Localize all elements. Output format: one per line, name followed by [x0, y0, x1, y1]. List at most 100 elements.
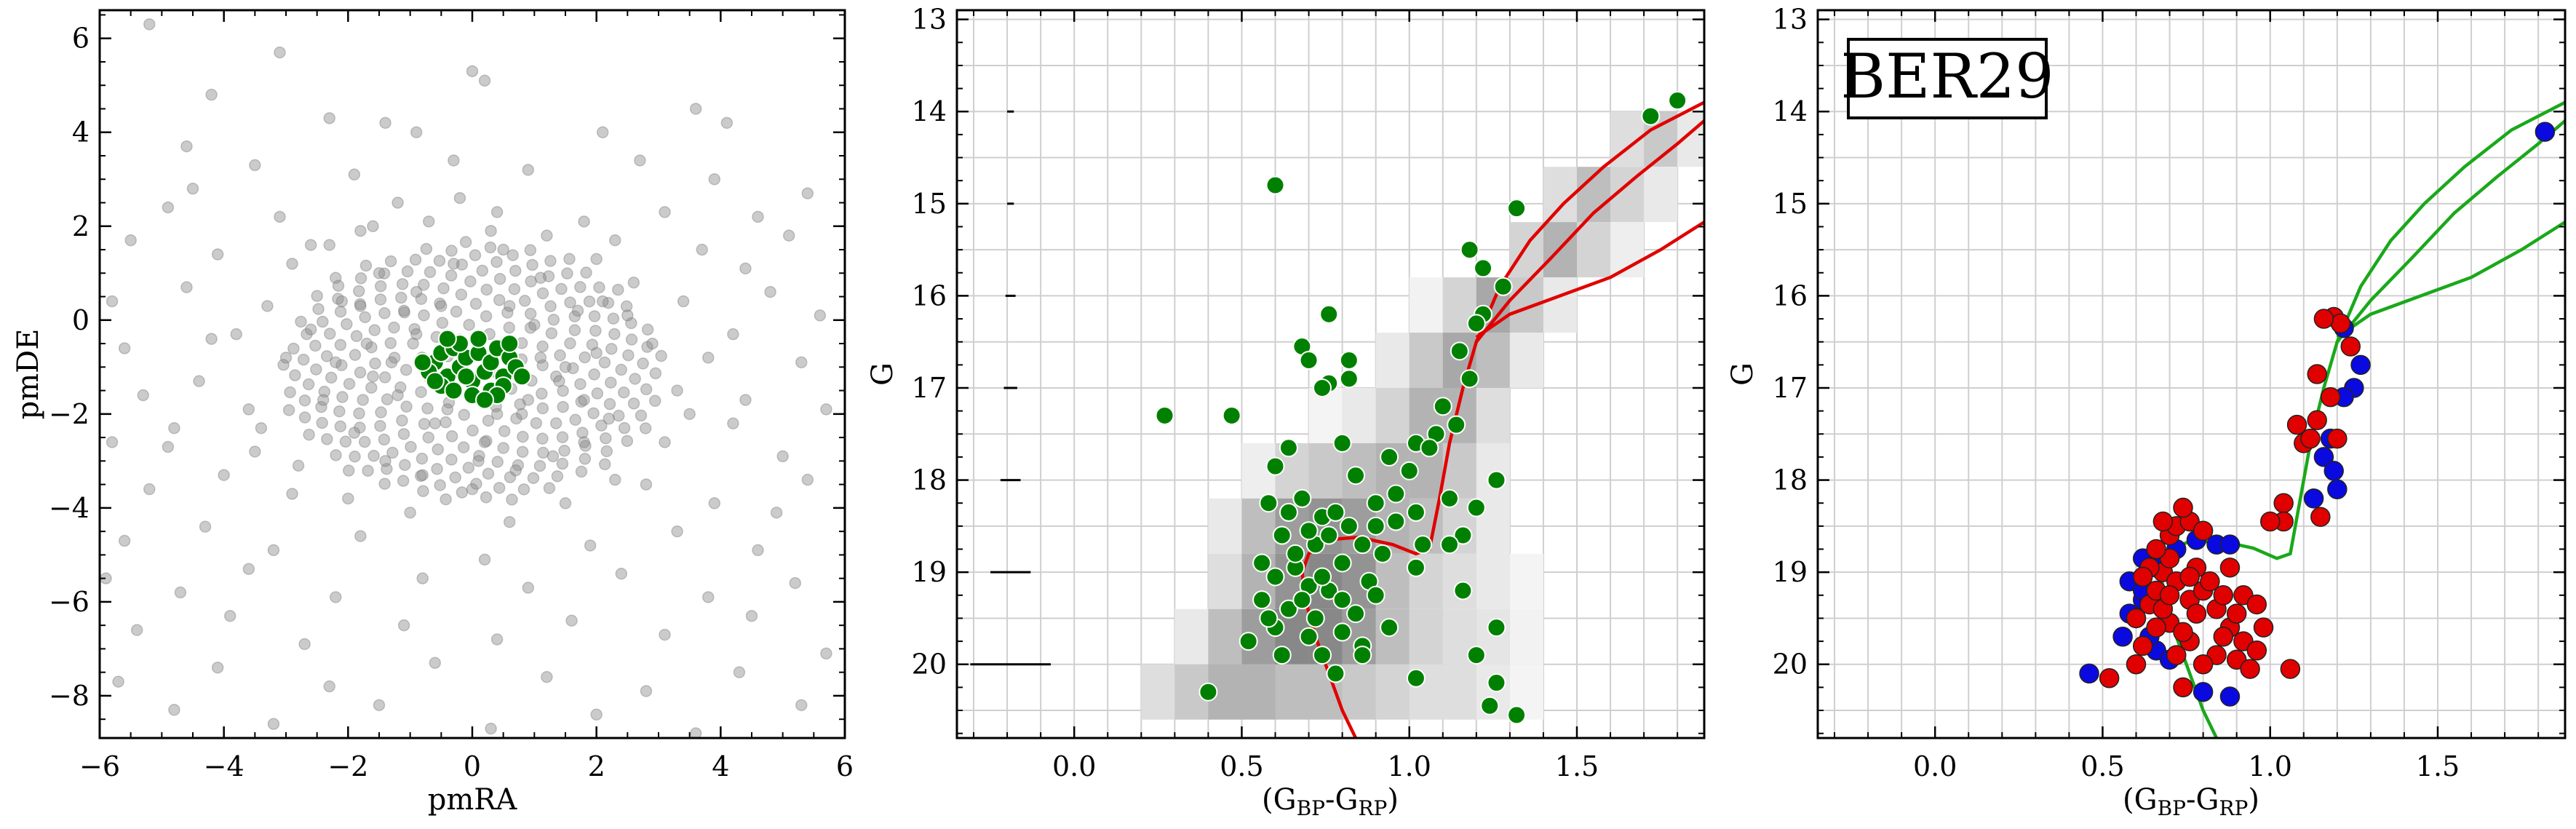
field-star-point	[410, 285, 423, 298]
field-star-point	[298, 638, 311, 651]
member-star-point	[1252, 590, 1272, 610]
field-star-point	[418, 309, 430, 322]
member-star-point	[1399, 461, 1419, 480]
field-star-point	[541, 670, 553, 683]
member-star-point	[1326, 502, 1345, 522]
member-star-point	[1487, 618, 1506, 638]
field-star-point	[381, 393, 394, 405]
field-star-point	[545, 327, 558, 340]
field-star-point	[567, 362, 579, 375]
field-star-point	[342, 492, 354, 505]
blue-star-point	[2219, 534, 2241, 555]
field-star-point	[640, 383, 653, 396]
field-star-point	[277, 359, 290, 371]
field-star-point	[727, 417, 739, 429]
field-star-point	[325, 371, 338, 384]
field-star-point	[484, 241, 497, 254]
field-star-point	[274, 46, 286, 59]
member-star-point	[500, 334, 520, 354]
field-star-point	[292, 459, 305, 472]
field-star-point	[528, 319, 541, 331]
field-star-point	[378, 267, 391, 279]
y-tick-label: 18	[912, 464, 947, 496]
field-star-point	[596, 295, 609, 308]
blue-star-point	[2112, 627, 2133, 647]
field-star-point	[162, 201, 175, 214]
field-star-point	[575, 465, 588, 478]
member-star-point	[1380, 447, 1399, 467]
field-star-point	[440, 493, 452, 506]
field-star-point	[596, 126, 609, 138]
cluster-name: BER29	[1840, 41, 2054, 112]
density-cell	[1409, 277, 1443, 333]
field-star-point	[369, 357, 381, 370]
field-star-point	[579, 440, 592, 452]
y-tick-label: 13	[912, 4, 947, 36]
x-tick-label: 1.5	[2416, 750, 2460, 782]
blue-star-point	[2323, 461, 2344, 481]
member-star-point	[512, 367, 532, 386]
field-star-point	[409, 253, 422, 266]
field-star-point	[702, 591, 715, 603]
field-star-point	[590, 253, 603, 266]
field-star-point	[649, 394, 661, 407]
field-star-point	[593, 281, 605, 294]
field-star-point	[609, 473, 621, 486]
field-star-point	[556, 431, 569, 443]
field-star-point	[429, 417, 442, 429]
field-star-point	[491, 456, 504, 468]
field-star-point	[782, 229, 795, 242]
field-star-point	[399, 363, 413, 376]
red-star-point	[2173, 622, 2193, 643]
red-star-point	[2300, 428, 2321, 449]
member-star-point	[469, 329, 488, 349]
field-star-point	[627, 276, 640, 289]
field-star-point	[339, 435, 352, 448]
field-star-point	[445, 453, 458, 466]
red-star-point	[2200, 571, 2220, 592]
field-star-point	[367, 220, 379, 233]
field-star-point	[405, 440, 417, 453]
field-star-point	[378, 433, 391, 446]
field-star-point	[398, 306, 410, 319]
field-star-point	[595, 419, 608, 432]
field-star-point	[546, 450, 560, 463]
member-star-point	[1312, 378, 1332, 397]
field-star-point	[332, 293, 344, 305]
field-star-point	[289, 369, 301, 381]
field-star-point	[549, 417, 562, 429]
field-star-point	[557, 400, 569, 413]
field-star-point	[350, 330, 363, 343]
field-star-point	[536, 432, 549, 445]
field-star-point	[625, 317, 637, 330]
field-star-point	[416, 469, 429, 481]
field-star-point	[493, 294, 506, 306]
field-star-point	[559, 361, 572, 373]
red-star-point	[2152, 511, 2174, 532]
member-star-point	[1332, 433, 1352, 453]
field-star-point	[702, 352, 715, 364]
x-tick-label: 0.0	[1913, 750, 1957, 782]
field-star-point	[549, 370, 562, 383]
density-cell	[1375, 664, 1410, 720]
x-tick-label: 0	[464, 750, 481, 782]
field-star-point	[490, 633, 504, 646]
red-star-point	[2280, 659, 2301, 679]
field-star-point	[576, 427, 589, 439]
field-star-point	[162, 440, 175, 453]
member-star-point	[1353, 646, 1372, 665]
field-star-point	[543, 482, 556, 494]
field-star-point	[571, 304, 584, 317]
field-star-point	[536, 340, 549, 353]
field-star-point	[373, 699, 386, 712]
y-tick-label: −8	[49, 680, 90, 712]
field-star-point	[399, 459, 411, 472]
density-cell	[1543, 277, 1577, 333]
field-star-point	[801, 473, 814, 486]
member-star-point	[1366, 493, 1386, 513]
member-star-point	[1466, 498, 1486, 517]
density-cell	[1375, 333, 1410, 388]
field-star-point	[368, 324, 381, 336]
pm-ticks: −6 −4 −2 0 2 4 6 −8 −6 −4 −2 0 2 4 6	[49, 10, 854, 782]
density-cell	[1375, 387, 1410, 443]
